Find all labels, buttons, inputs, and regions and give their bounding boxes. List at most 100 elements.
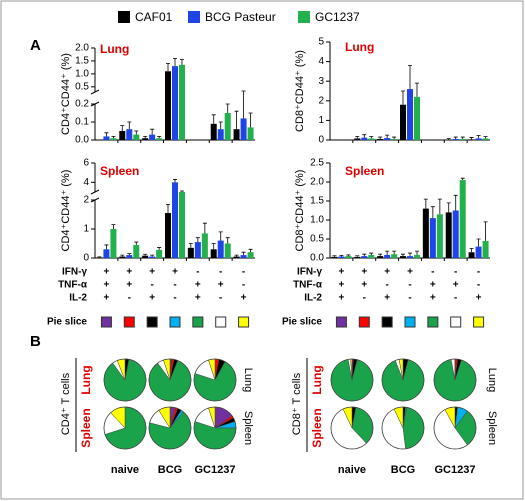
error-bar [392, 250, 397, 255]
y-tick-label: 0.2 [75, 99, 89, 110]
sign: + [361, 267, 367, 278]
sign: + [126, 267, 132, 278]
pie-outline [148, 358, 192, 402]
error-bar [225, 237, 230, 244]
error-bar [346, 254, 351, 257]
bar [429, 218, 436, 258]
cell-label: CD8⁺ T cells [291, 372, 303, 435]
y-tick-label: 6 [83, 158, 89, 169]
sign: + [126, 280, 132, 291]
y-tick-label: 1.0 [75, 69, 89, 80]
slice-swatch [238, 316, 250, 328]
slice-swatch [169, 316, 181, 328]
sign: - [385, 280, 388, 291]
error-bar [362, 253, 367, 257]
y-tick-label: 0.5 [75, 81, 89, 92]
bar [142, 138, 149, 140]
bar [179, 192, 185, 258]
error-bar [362, 134, 367, 138]
cell-label: CD4⁺ T cells [60, 372, 72, 435]
bar [400, 104, 406, 140]
error-bar [120, 254, 125, 257]
sign: - [242, 267, 245, 278]
row-label: Pie slice [282, 317, 322, 328]
y-tick-label: 1 [318, 115, 324, 126]
error-bar [453, 136, 458, 140]
error-bar [218, 121, 223, 130]
error-bar [127, 253, 132, 256]
sign: - [477, 267, 480, 278]
error-bar [157, 247, 162, 250]
pie-outline [330, 406, 374, 450]
bar [338, 256, 345, 258]
sign: - [431, 267, 434, 278]
bar [384, 254, 391, 258]
legend-swatch [298, 11, 310, 23]
error-bar [369, 252, 374, 255]
error-bar [173, 57, 177, 67]
slice-swatch [215, 316, 227, 328]
sign: - [408, 293, 411, 304]
sign: + [339, 280, 345, 291]
error-bar [241, 251, 246, 256]
error-bar [234, 110, 239, 130]
sign: - [196, 267, 199, 278]
sign: - [454, 293, 457, 304]
bar [217, 129, 224, 140]
tissue-side-label: Spleen [242, 411, 254, 445]
y-tick-label: 0.1 [75, 117, 89, 128]
y-tick-label: 1 [83, 224, 89, 235]
bar [384, 138, 391, 140]
sign: + [339, 267, 345, 278]
panel-label: B [30, 333, 41, 350]
error-bar [446, 202, 451, 213]
bar [103, 136, 110, 140]
bar [210, 123, 217, 140]
bar [165, 71, 171, 140]
bar [142, 255, 149, 258]
error-bar [401, 253, 405, 257]
sign: + [430, 280, 436, 291]
error-bar [211, 243, 216, 250]
sign: - [477, 280, 480, 291]
bar [172, 66, 178, 140]
sign: + [241, 293, 247, 304]
bar [377, 139, 384, 140]
legend-label: CAF01 [135, 10, 173, 24]
bar [247, 127, 254, 140]
error-bar [476, 238, 481, 247]
y-tick-label: 1.5 [310, 196, 324, 207]
y-tick-label: 0.5 [310, 234, 324, 245]
bar [133, 244, 140, 258]
row-label: TNF-α [58, 280, 88, 291]
error-bar [180, 190, 184, 192]
sign: + [384, 267, 390, 278]
slice-swatch [404, 316, 416, 328]
slice-swatch [473, 316, 485, 328]
row-label: IFN-γ [62, 267, 87, 278]
error-bar [195, 237, 200, 243]
bar [233, 129, 240, 140]
bar [368, 254, 375, 258]
error-bar [453, 194, 458, 211]
error-bar [111, 136, 116, 139]
y-axis-label: CD4⁺CD44⁺ (%) [60, 53, 72, 135]
sign: - [173, 280, 176, 291]
bar [210, 249, 217, 258]
bar [459, 139, 466, 140]
error-bar [460, 136, 465, 140]
sign: + [384, 293, 390, 304]
y-axis-label: CD8⁺CD44⁺ (%) [294, 50, 306, 132]
error-bar [446, 138, 451, 140]
bar [156, 138, 163, 140]
tissue-side-label: Lung [242, 368, 254, 392]
row-label: IL-2 [304, 293, 322, 304]
error-bar [111, 224, 116, 229]
pie-outline [193, 358, 237, 402]
slice-swatch [427, 316, 439, 328]
error-bar [385, 250, 390, 255]
sign: - [408, 280, 411, 291]
error-bar [355, 136, 360, 139]
error-bar [408, 252, 412, 257]
